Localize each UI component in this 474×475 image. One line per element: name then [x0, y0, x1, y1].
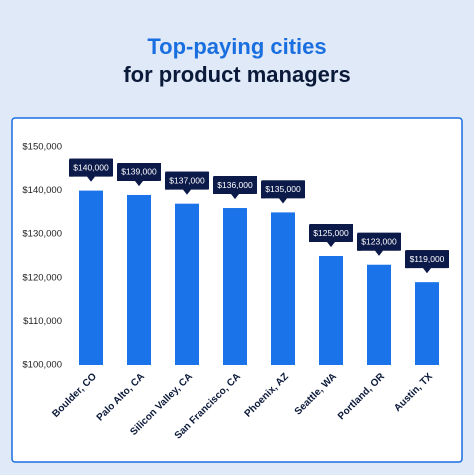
value-label: $119,000 — [410, 254, 445, 264]
bar — [415, 282, 439, 365]
value-label-pointer — [135, 180, 143, 186]
value-label-bg — [213, 176, 257, 195]
bar — [175, 203, 199, 365]
y-tick-label: $120,000 — [22, 272, 62, 283]
value-label-bg — [357, 232, 401, 251]
bar — [319, 256, 343, 365]
value-label-bg — [309, 224, 353, 242]
value-label-bg — [261, 180, 305, 199]
y-tick-label: $100,000 — [22, 360, 62, 371]
bar — [223, 208, 247, 365]
bar — [367, 264, 391, 365]
value-label-bg — [165, 171, 209, 190]
value-label-bg — [405, 250, 449, 269]
value-label-pointer — [183, 189, 191, 195]
y-tick-label: $110,000 — [23, 316, 62, 327]
y-tick-label: $130,000 — [22, 229, 62, 240]
bar — [127, 194, 151, 365]
y-tick-label: $140,000 — [22, 185, 62, 196]
value-label-pointer — [279, 197, 287, 204]
value-label: $137,000 — [169, 175, 205, 185]
value-label: $135,000 — [265, 184, 301, 194]
value-label-pointer — [423, 267, 431, 274]
value-label-pointer — [87, 176, 95, 182]
value-label: $125,000 — [313, 228, 349, 238]
value-label-bg — [117, 162, 161, 181]
value-label-pointer — [327, 241, 335, 247]
bar — [79, 190, 103, 365]
value-label-bg — [69, 158, 113, 177]
value-label-pointer — [375, 250, 383, 256]
value-label: $139,000 — [121, 167, 157, 177]
value-label: $123,000 — [361, 236, 397, 246]
value-label-pointer — [231, 193, 239, 200]
value-label: $136,000 — [217, 180, 253, 190]
chart-title: Top-paying cities — [147, 34, 326, 59]
bar — [271, 212, 295, 365]
y-tick-label: $150,000 — [22, 142, 62, 153]
chart-subtitle: for product managers — [123, 62, 350, 87]
value-label: $140,000 — [73, 162, 109, 172]
